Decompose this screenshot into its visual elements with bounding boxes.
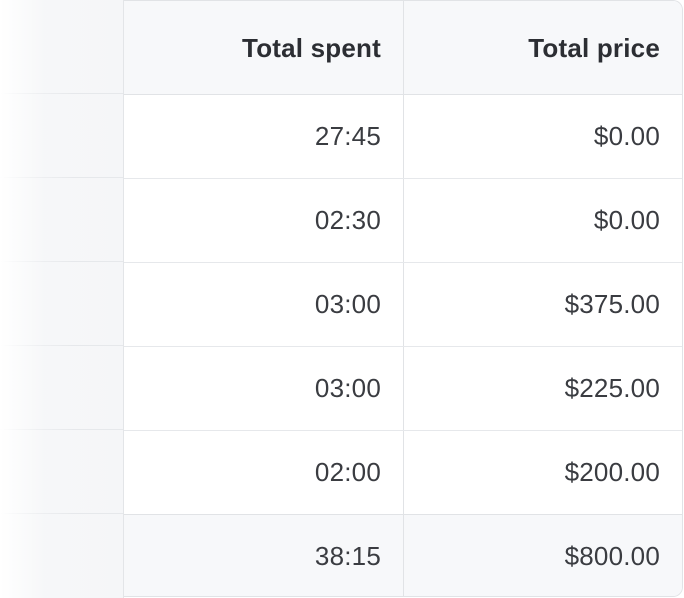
row-separator: [0, 345, 124, 346]
total-price-cell: $375.00: [564, 289, 660, 319]
table-totals-row: 38:15 $800.00: [124, 514, 682, 596]
total-spent-cell: 03:00: [124, 263, 404, 346]
total-price-cell: $0.00: [593, 205, 660, 235]
grand-total-spent-cell: 38:15: [124, 515, 404, 596]
total-spent-cell: 02:30: [124, 179, 404, 262]
total-price-cell: $200.00: [564, 457, 660, 487]
total-spent-cell: 27:45: [124, 95, 404, 178]
row-separator: [0, 513, 124, 514]
left-column-strip: [0, 0, 124, 598]
total-spent-cell: 02:00: [124, 431, 404, 514]
table-row[interactable]: 03:00 $225.00: [124, 347, 682, 431]
table-row[interactable]: 02:00 $200.00: [124, 431, 682, 514]
row-separator: [0, 93, 124, 94]
row-separator: [0, 261, 124, 262]
total-price-cell: $0.00: [593, 121, 660, 151]
total-spent-cell: 03:00: [124, 347, 404, 430]
row-separator: [0, 177, 124, 178]
total-price-cell: $225.00: [564, 373, 660, 403]
column-header-total-spent[interactable]: Total spent: [124, 1, 404, 94]
table-row[interactable]: 27:45 $0.00: [124, 95, 682, 179]
table-header-row: Total spent Total price: [124, 1, 682, 95]
row-separator: [0, 429, 124, 430]
column-header-total-price[interactable]: Total price: [528, 33, 660, 63]
totals-table: Total spent Total price 27:45 $0.00 02:3…: [123, 0, 683, 597]
grand-total-price-cell: $800.00: [564, 541, 660, 571]
table-row[interactable]: 02:30 $0.00: [124, 179, 682, 263]
table-row[interactable]: 03:00 $375.00: [124, 263, 682, 347]
